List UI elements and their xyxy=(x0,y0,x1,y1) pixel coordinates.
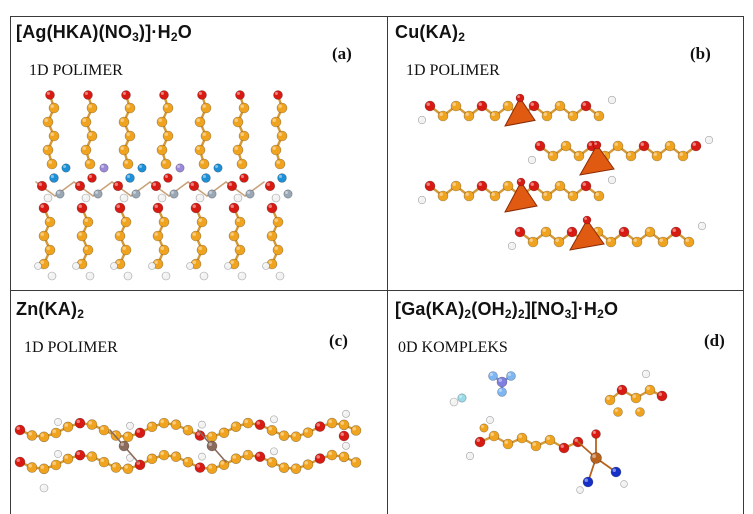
frame-top xyxy=(10,16,744,17)
formula-text: ) xyxy=(511,299,518,319)
formula-text: (OH xyxy=(471,299,505,319)
formula-subscript: 3 xyxy=(132,30,140,44)
formula-text: [Ag(HKA)(NO xyxy=(16,22,133,42)
formula-subscript: 2 xyxy=(597,307,604,321)
panel-d-formula: [Ga(KA)2(OH2)2][NO3]·H2O xyxy=(395,299,618,320)
panel-b-structure-image xyxy=(417,93,714,251)
frame-left xyxy=(10,16,11,514)
formula-subscript: 2 xyxy=(504,307,512,321)
panel-c-structure-image xyxy=(14,409,362,493)
formula-text: )]·H xyxy=(139,22,171,42)
formula-text: ][NO xyxy=(524,299,565,319)
panel-b-formula: Cu(KA)2 xyxy=(395,22,465,43)
formula-subscript: 2 xyxy=(517,307,525,321)
frame-right xyxy=(743,16,744,514)
panel-d-tag: (d) xyxy=(704,331,725,350)
formula-text: Cu(KA) xyxy=(395,22,459,42)
formula-text: [Ga(KA) xyxy=(395,299,465,319)
panel-c-dimensionality: 1D POLIMER xyxy=(24,339,118,356)
formula-text: Zn(KA) xyxy=(16,299,78,319)
panel-a-structure-image xyxy=(34,90,293,281)
formula-text: O xyxy=(177,22,192,42)
panel-b-tag: (b) xyxy=(690,44,711,63)
panel-c-tag: (c) xyxy=(329,331,348,350)
panel-a-dimensionality: 1D POLIMER xyxy=(29,62,123,79)
frame-vertical-divider xyxy=(387,16,388,514)
panel-a-formula: [Ag(HKA)(NO3)]·H2O xyxy=(16,22,192,43)
formula-subscript: 2 xyxy=(77,307,85,321)
panel-d-structure-image xyxy=(449,369,668,494)
formula-text: ]·H xyxy=(571,299,598,319)
formula-text: O xyxy=(603,299,619,319)
panel-c-formula: Zn(KA)2 xyxy=(16,299,84,320)
formula-subscript: 2 xyxy=(170,30,178,44)
panel-a-tag: (a) xyxy=(332,44,352,63)
panel-b-dimensionality: 1D POLIMER xyxy=(406,62,500,79)
formula-subscript: 2 xyxy=(458,30,466,44)
panel-d-dimensionality: 0D KOMPLEKS xyxy=(398,339,508,356)
formula-subscript: 3 xyxy=(564,307,572,321)
formula-subscript: 2 xyxy=(464,307,472,321)
frame-horizontal-divider xyxy=(10,290,744,291)
